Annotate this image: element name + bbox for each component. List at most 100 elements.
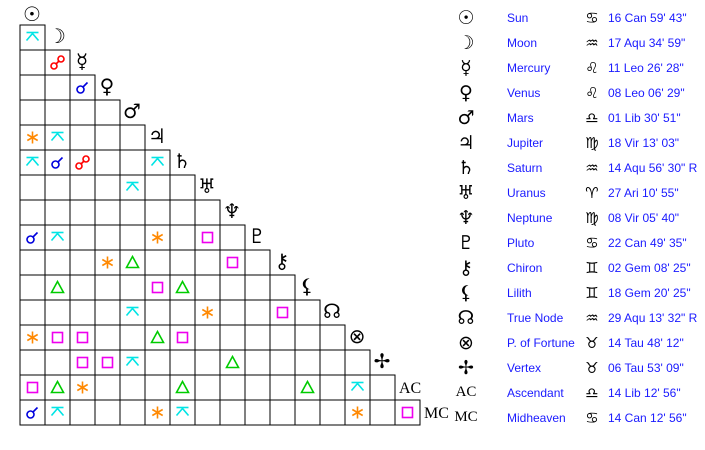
planet-name: Moon bbox=[507, 35, 538, 50]
aspect-cell bbox=[169, 399, 196, 426]
trine-icon bbox=[175, 379, 190, 394]
planet-position: 11 Leo 26' 28" bbox=[608, 60, 684, 75]
aspect-cell bbox=[269, 399, 296, 426]
chiron-glyph-icon: ⚷ bbox=[459, 256, 473, 279]
zodiac-sign-icon: ♒ bbox=[585, 158, 599, 177]
midheaven-glyph-icon: MC bbox=[454, 409, 478, 425]
planet-position: 01 Lib 30' 51" bbox=[608, 110, 681, 125]
planet-name: Chiron bbox=[507, 260, 543, 275]
square-icon bbox=[276, 306, 289, 319]
jupiter-glyph-icon: ♃ bbox=[457, 131, 475, 154]
aspect-cell bbox=[144, 249, 171, 276]
planet-position: 08 Leo 06' 29" bbox=[608, 85, 685, 100]
trine-icon bbox=[175, 279, 190, 294]
planet-name: Venus bbox=[507, 85, 541, 100]
grid-label-vertex: ✢ bbox=[374, 349, 391, 373]
grid-label-midheaven: MC bbox=[424, 405, 449, 422]
aspect-cell bbox=[119, 124, 146, 151]
square-icon bbox=[176, 331, 189, 344]
planet-position: 22 Can 49' 35" bbox=[608, 235, 687, 250]
neptune-glyph-icon: ♆ bbox=[457, 206, 475, 229]
trine-icon bbox=[125, 254, 140, 269]
sextile-icon bbox=[201, 306, 214, 319]
grid-label-ascendant: AC bbox=[399, 380, 421, 397]
aspect-cell bbox=[119, 274, 146, 301]
planet-row-midheaven: MC Midheaven ♋ 14 Can 12' 56" bbox=[0, 405, 705, 430]
square-icon bbox=[401, 406, 414, 419]
aspect-cell bbox=[19, 174, 46, 201]
planet-position: 18 Vir 13' 03" bbox=[608, 135, 680, 150]
quincunx-icon bbox=[50, 231, 65, 242]
aspect-cell bbox=[119, 374, 146, 401]
planet-row-sun: ☉ Sun ♋ 16 Can 59' 43" bbox=[0, 5, 705, 30]
planet-name: Uranus bbox=[507, 185, 546, 200]
planet-row-uranus: ♅ Uranus ♈ 27 Ari 10' 55" bbox=[0, 180, 705, 205]
planet-position: 29 Aqu 13' 32" R bbox=[608, 310, 698, 325]
planet-name: Pluto bbox=[507, 235, 535, 250]
grid-label-pluto: ♇ bbox=[248, 224, 266, 248]
grid-label-chiron: ⚷ bbox=[275, 249, 290, 273]
aspect-cell bbox=[369, 399, 396, 426]
grid-label-lilith: ⚸ bbox=[300, 274, 315, 298]
sextile-icon bbox=[26, 131, 39, 144]
saturn-glyph-icon: ♄ bbox=[457, 156, 475, 179]
aspect-cell bbox=[94, 124, 121, 151]
sextile-icon bbox=[26, 331, 39, 344]
zodiac-sign-icon: ♋ bbox=[585, 8, 599, 27]
aspect-cell bbox=[294, 299, 321, 326]
planet-position: 14 Tau 48' 12" bbox=[608, 335, 684, 350]
planet-name: Jupiter bbox=[507, 135, 544, 150]
quincunx-icon bbox=[125, 306, 140, 317]
aspect-cell bbox=[219, 374, 246, 401]
planet-row-moon: ☽ Moon ♒ 17 Aqu 34' 59" bbox=[0, 30, 705, 55]
aspect-cell bbox=[44, 399, 71, 426]
aspect-cell bbox=[144, 324, 171, 351]
zodiac-sign-icon: ♈ bbox=[585, 183, 599, 202]
planet-position: 18 Gem 20' 25" bbox=[608, 285, 691, 300]
aspect-cell bbox=[19, 199, 46, 226]
venus-glyph-icon: ♀ bbox=[459, 81, 473, 104]
zodiac-sign-icon: ♎ bbox=[585, 383, 599, 402]
planet-row-lilith: ⚸ Lilith ♊ 18 Gem 20' 25" bbox=[0, 280, 705, 305]
square-icon bbox=[51, 331, 64, 344]
zodiac-sign-icon: ♌ bbox=[585, 83, 599, 102]
aspect-cell bbox=[94, 174, 121, 201]
grid-label-mercury: ☿ bbox=[76, 49, 88, 73]
zodiac-sign-icon: ♌ bbox=[585, 58, 599, 77]
aspect-cell bbox=[44, 249, 71, 276]
conjunction-icon bbox=[26, 231, 39, 244]
vertex-glyph-icon: ✢ bbox=[458, 356, 474, 379]
zodiac-sign-icon: ♉ bbox=[585, 333, 599, 352]
planet-name: Saturn bbox=[507, 160, 543, 175]
aspect-cell bbox=[344, 349, 371, 376]
aspect-cell bbox=[244, 324, 271, 351]
aspect-cell bbox=[219, 274, 246, 301]
aspect-cell bbox=[69, 349, 96, 376]
planet-row-jupiter: ♃ Jupiter ♍ 18 Vir 13' 03" bbox=[0, 130, 705, 155]
quincunx-icon bbox=[50, 406, 65, 417]
planet-name: Lilith bbox=[507, 285, 532, 300]
aspect-cell bbox=[19, 99, 46, 126]
quincunx-icon bbox=[175, 406, 190, 417]
aspect-cell bbox=[119, 149, 146, 176]
grid-label-saturn: ♄ bbox=[173, 149, 191, 173]
grid-label-neptune: ♆ bbox=[223, 199, 241, 223]
aspect-cell bbox=[169, 299, 196, 326]
planet-row-ascendant: AC Ascendant ♎ 14 Lib 12' 56" bbox=[0, 380, 705, 405]
planet-position: 02 Gem 08' 25" bbox=[608, 260, 691, 275]
aspect-cell bbox=[394, 399, 421, 426]
planet-name: P. of Fortune bbox=[507, 335, 575, 350]
planet-name: Neptune bbox=[507, 210, 553, 225]
zodiac-sign-icon: ♋ bbox=[585, 408, 599, 427]
planet-row-true-node: ☊ True Node ♒ 29 Aqu 13' 32" R bbox=[0, 305, 705, 330]
lilith-glyph-icon: ⚸ bbox=[459, 281, 473, 304]
planet-row-mercury: ☿ Mercury ♌ 11 Leo 26' 28" bbox=[0, 55, 705, 80]
zodiac-sign-icon: ♍ bbox=[585, 208, 599, 227]
planet-row-neptune: ♆ Neptune ♍ 08 Vir 05' 40" bbox=[0, 205, 705, 230]
planet-position: 14 Can 12' 56" bbox=[608, 410, 687, 425]
trine-icon bbox=[300, 379, 315, 394]
zodiac-sign-icon: ♊ bbox=[585, 283, 599, 302]
planet-position: 06 Tau 53' 09" bbox=[608, 360, 684, 375]
aspect-cell bbox=[19, 299, 46, 326]
